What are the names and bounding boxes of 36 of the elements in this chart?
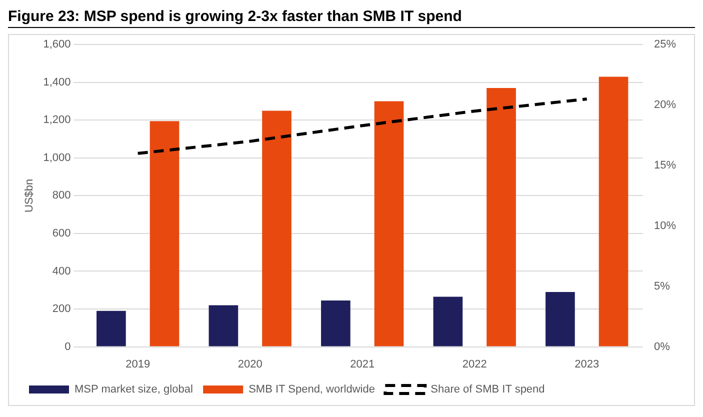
bar bbox=[486, 88, 516, 346]
x-tick-label: 2019 bbox=[126, 358, 150, 370]
y-tick-label: 800 bbox=[52, 190, 71, 202]
x-tick-label: 2022 bbox=[462, 358, 487, 370]
y2-tick-label: 20% bbox=[654, 99, 676, 112]
bar bbox=[546, 292, 575, 346]
y-axis-title: US$bn bbox=[24, 178, 36, 213]
y-tick-label: 1,000 bbox=[43, 152, 71, 164]
y-tick-label: 600 bbox=[52, 228, 71, 240]
y2-tick-label: 15% bbox=[654, 160, 676, 172]
y2-tick-label: 5% bbox=[654, 280, 670, 292]
bar bbox=[150, 121, 180, 346]
chart-title: Figure 23: MSP spend is growing 2-3x faster than SMB IT spend bbox=[8, 8, 695, 28]
bar bbox=[433, 296, 463, 346]
x-tick-label: 2023 bbox=[574, 358, 600, 370]
y-tick-label: 400 bbox=[52, 265, 71, 278]
legend-label: SMB IT Spend, worldwide bbox=[248, 384, 375, 396]
y-tick-label: 1,200 bbox=[43, 114, 71, 126]
bar bbox=[96, 310, 126, 346]
y2-tick-label: 25% bbox=[654, 38, 676, 51]
bar bbox=[374, 101, 404, 346]
bar bbox=[321, 300, 350, 346]
bar bbox=[262, 110, 292, 346]
x-tick-label: 2021 bbox=[350, 358, 375, 370]
y-tick-label: 0 bbox=[64, 340, 71, 353]
bar bbox=[208, 305, 238, 346]
legend-label: MSP market size, global bbox=[74, 384, 193, 396]
legend-label: Share of SMB IT spend bbox=[430, 384, 545, 396]
y-tick-label: 200 bbox=[52, 303, 71, 316]
bar bbox=[598, 76, 628, 346]
y2-tick-label: 10% bbox=[654, 220, 676, 232]
y-tick-label: 1,400 bbox=[43, 76, 71, 88]
y2-tick-label: 0% bbox=[654, 340, 670, 353]
line-series bbox=[136, 97, 588, 155]
x-tick-label: 2020 bbox=[238, 358, 262, 370]
y-tick-label: 1,600 bbox=[43, 38, 71, 51]
